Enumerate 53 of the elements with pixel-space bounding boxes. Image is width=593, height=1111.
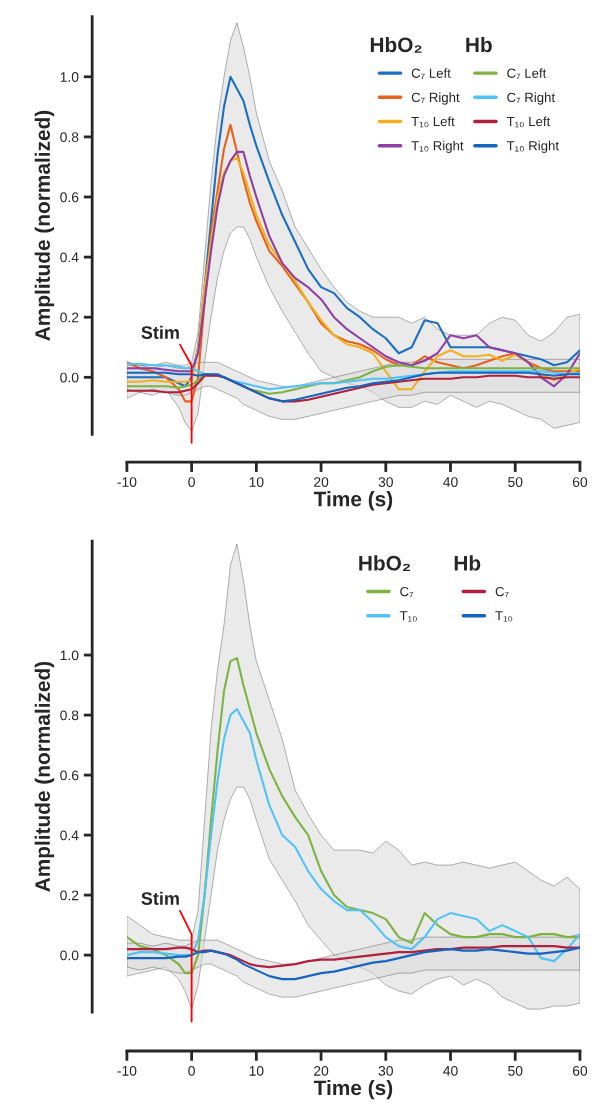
line-series — [126, 657, 580, 975]
y-tick-label: 0.0 — [60, 950, 79, 961]
y-tick-label: 1.0 — [60, 72, 79, 82]
y-tick-label: 0.6 — [60, 770, 79, 781]
legend-label: C₇ — [400, 586, 414, 598]
x-tick-label: 40 — [443, 1065, 458, 1076]
y-axis-title: Amplitude (normalized) — [34, 661, 55, 892]
y-tick-label: 0.0 — [60, 372, 79, 383]
legend-label: C₇ Right — [507, 92, 555, 105]
legend-label: C₇ Right — [411, 92, 460, 105]
ref-line-label: Stim — [141, 325, 179, 339]
x-tick-label: 60 — [572, 1065, 588, 1076]
x-tick-label: 30 — [378, 1065, 393, 1076]
legend-label: T₁₀ — [399, 611, 417, 622]
annotation: Hb — [454, 555, 481, 571]
x-tick-label: 0 — [188, 477, 195, 487]
legend-label: T₁₀ Left — [411, 116, 455, 128]
ref-line-label: Stim — [141, 891, 179, 905]
x-tick-label: 30 — [378, 477, 393, 487]
y-tick-label: 0.8 — [60, 132, 79, 143]
legend-label: C₇ Left — [507, 68, 547, 79]
y-tick-label: 1.0 — [60, 650, 79, 661]
legend-label: T₁₀ Left — [506, 116, 551, 128]
y-tick-label: 0.4 — [60, 252, 79, 263]
legend-label: C₇ — [495, 586, 509, 598]
y-tick-label: 0.4 — [60, 830, 79, 841]
x-tick-label: 20 — [314, 1065, 329, 1076]
x-tick-label: 40 — [443, 477, 458, 487]
x-tick-label: 10 — [249, 477, 264, 487]
x-axis-title: Time (s) — [313, 1079, 393, 1100]
legend-label: T₁₀ Right — [506, 140, 559, 154]
x-tick-label: -10 — [117, 477, 137, 487]
annotation: HbO₂ — [370, 36, 422, 53]
x-tick-label: 0 — [188, 1065, 195, 1076]
y-tick-label: 0.6 — [60, 192, 79, 203]
y-tick-label: 0.2 — [60, 312, 79, 323]
x-tick-label: 10 — [249, 1065, 264, 1076]
line-series — [126, 946, 580, 981]
x-axis-title: Time (s) — [313, 491, 393, 511]
legend-label: C₇ Left — [411, 68, 451, 79]
annotation: Hb — [466, 36, 492, 53]
line-series — [126, 708, 580, 963]
legend-label: T₁₀ — [495, 611, 513, 622]
y-tick-label: 0.2 — [60, 890, 79, 901]
x-tick-label: 50 — [508, 477, 523, 487]
y-axis-title: Amplitude (normalized) — [34, 110, 55, 341]
y-tick-label: 0.8 — [60, 710, 79, 721]
legend-label: T₁₀ Right — [411, 140, 464, 154]
x-tick-label: 20 — [314, 477, 329, 487]
x-tick-label: 50 — [508, 1065, 523, 1076]
x-tick-label: -10 — [117, 1065, 137, 1076]
annotation: HbO₂ — [359, 555, 411, 572]
x-tick-label: 60 — [572, 477, 588, 487]
